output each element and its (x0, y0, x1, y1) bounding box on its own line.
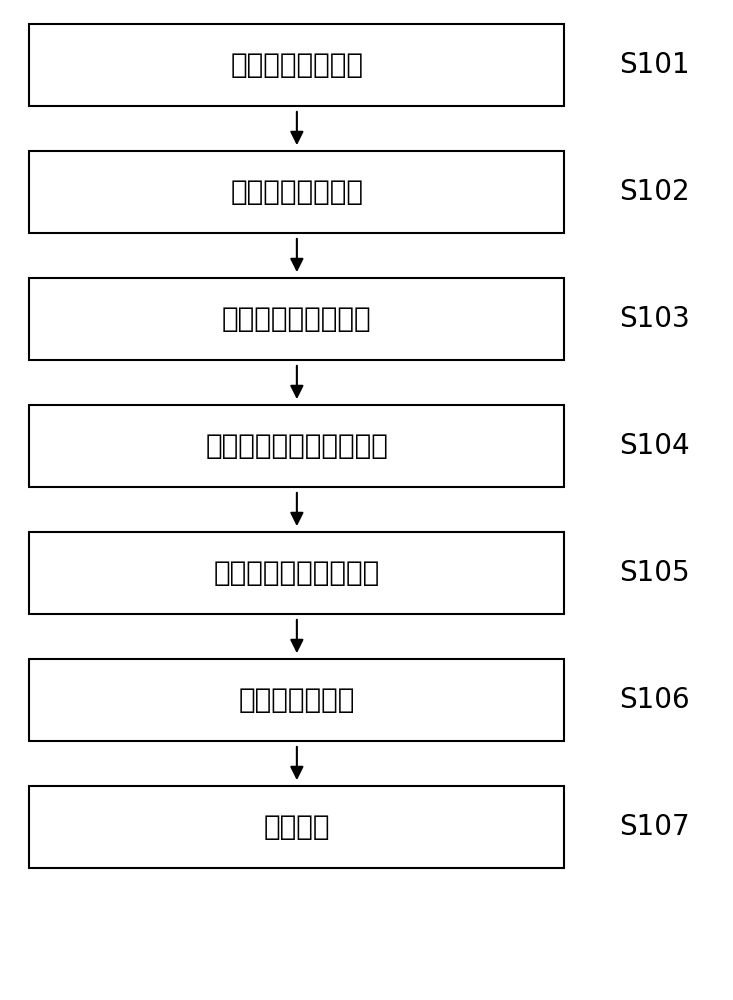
Text: 模型的迭代形变: 模型的迭代形变 (239, 686, 355, 714)
Text: 图像输入和预处理: 图像输入和预处理 (230, 51, 364, 79)
Text: 模型内、外力的计算: 模型内、外力的计算 (222, 305, 372, 333)
Text: S101: S101 (619, 51, 690, 79)
Text: S107: S107 (619, 813, 690, 841)
Text: S105: S105 (619, 559, 690, 587)
FancyBboxPatch shape (29, 151, 564, 233)
FancyBboxPatch shape (29, 786, 564, 868)
Text: 分割结果: 分割结果 (264, 813, 330, 841)
Text: S102: S102 (619, 178, 690, 206)
Text: 三角网格的自适应分解: 三角网格的自适应分解 (214, 559, 380, 587)
Text: S103: S103 (619, 305, 690, 333)
Text: 模型初始位姿设定: 模型初始位姿设定 (230, 178, 364, 206)
Text: 构建内、外力的约束模型: 构建内、外力的约束模型 (205, 432, 388, 460)
FancyBboxPatch shape (29, 278, 564, 360)
FancyBboxPatch shape (29, 659, 564, 741)
Text: S104: S104 (619, 432, 690, 460)
FancyBboxPatch shape (29, 532, 564, 614)
FancyBboxPatch shape (29, 24, 564, 106)
FancyBboxPatch shape (29, 405, 564, 487)
Text: S106: S106 (619, 686, 690, 714)
